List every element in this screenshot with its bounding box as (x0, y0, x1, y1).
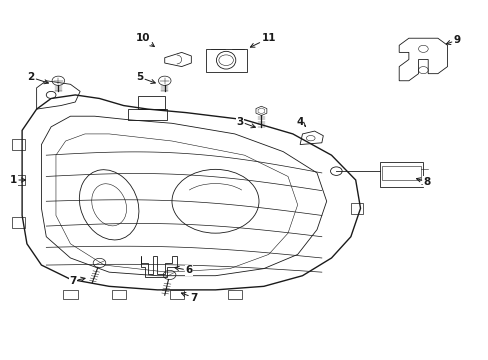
Text: 4: 4 (296, 117, 305, 126)
Text: 6: 6 (174, 265, 192, 275)
Bar (12, 175, 24, 185)
Bar (379, 162, 423, 187)
Bar (169, 290, 183, 299)
Text: 8: 8 (416, 177, 430, 187)
Text: 2: 2 (27, 72, 48, 84)
Bar (138, 96, 164, 109)
Bar (227, 290, 242, 299)
Bar (63, 290, 78, 299)
Bar (205, 49, 246, 72)
Bar (350, 203, 362, 214)
Text: 10: 10 (136, 33, 154, 46)
Text: 5: 5 (136, 72, 155, 84)
Bar (382, 166, 420, 180)
Text: 11: 11 (250, 33, 275, 47)
Text: 9: 9 (446, 35, 460, 45)
Bar (12, 139, 24, 150)
Bar (111, 290, 126, 299)
Bar (12, 217, 24, 228)
Text: 1: 1 (10, 175, 25, 185)
Text: 3: 3 (236, 117, 255, 128)
Text: 7: 7 (181, 293, 197, 303)
Text: 7: 7 (69, 276, 85, 286)
